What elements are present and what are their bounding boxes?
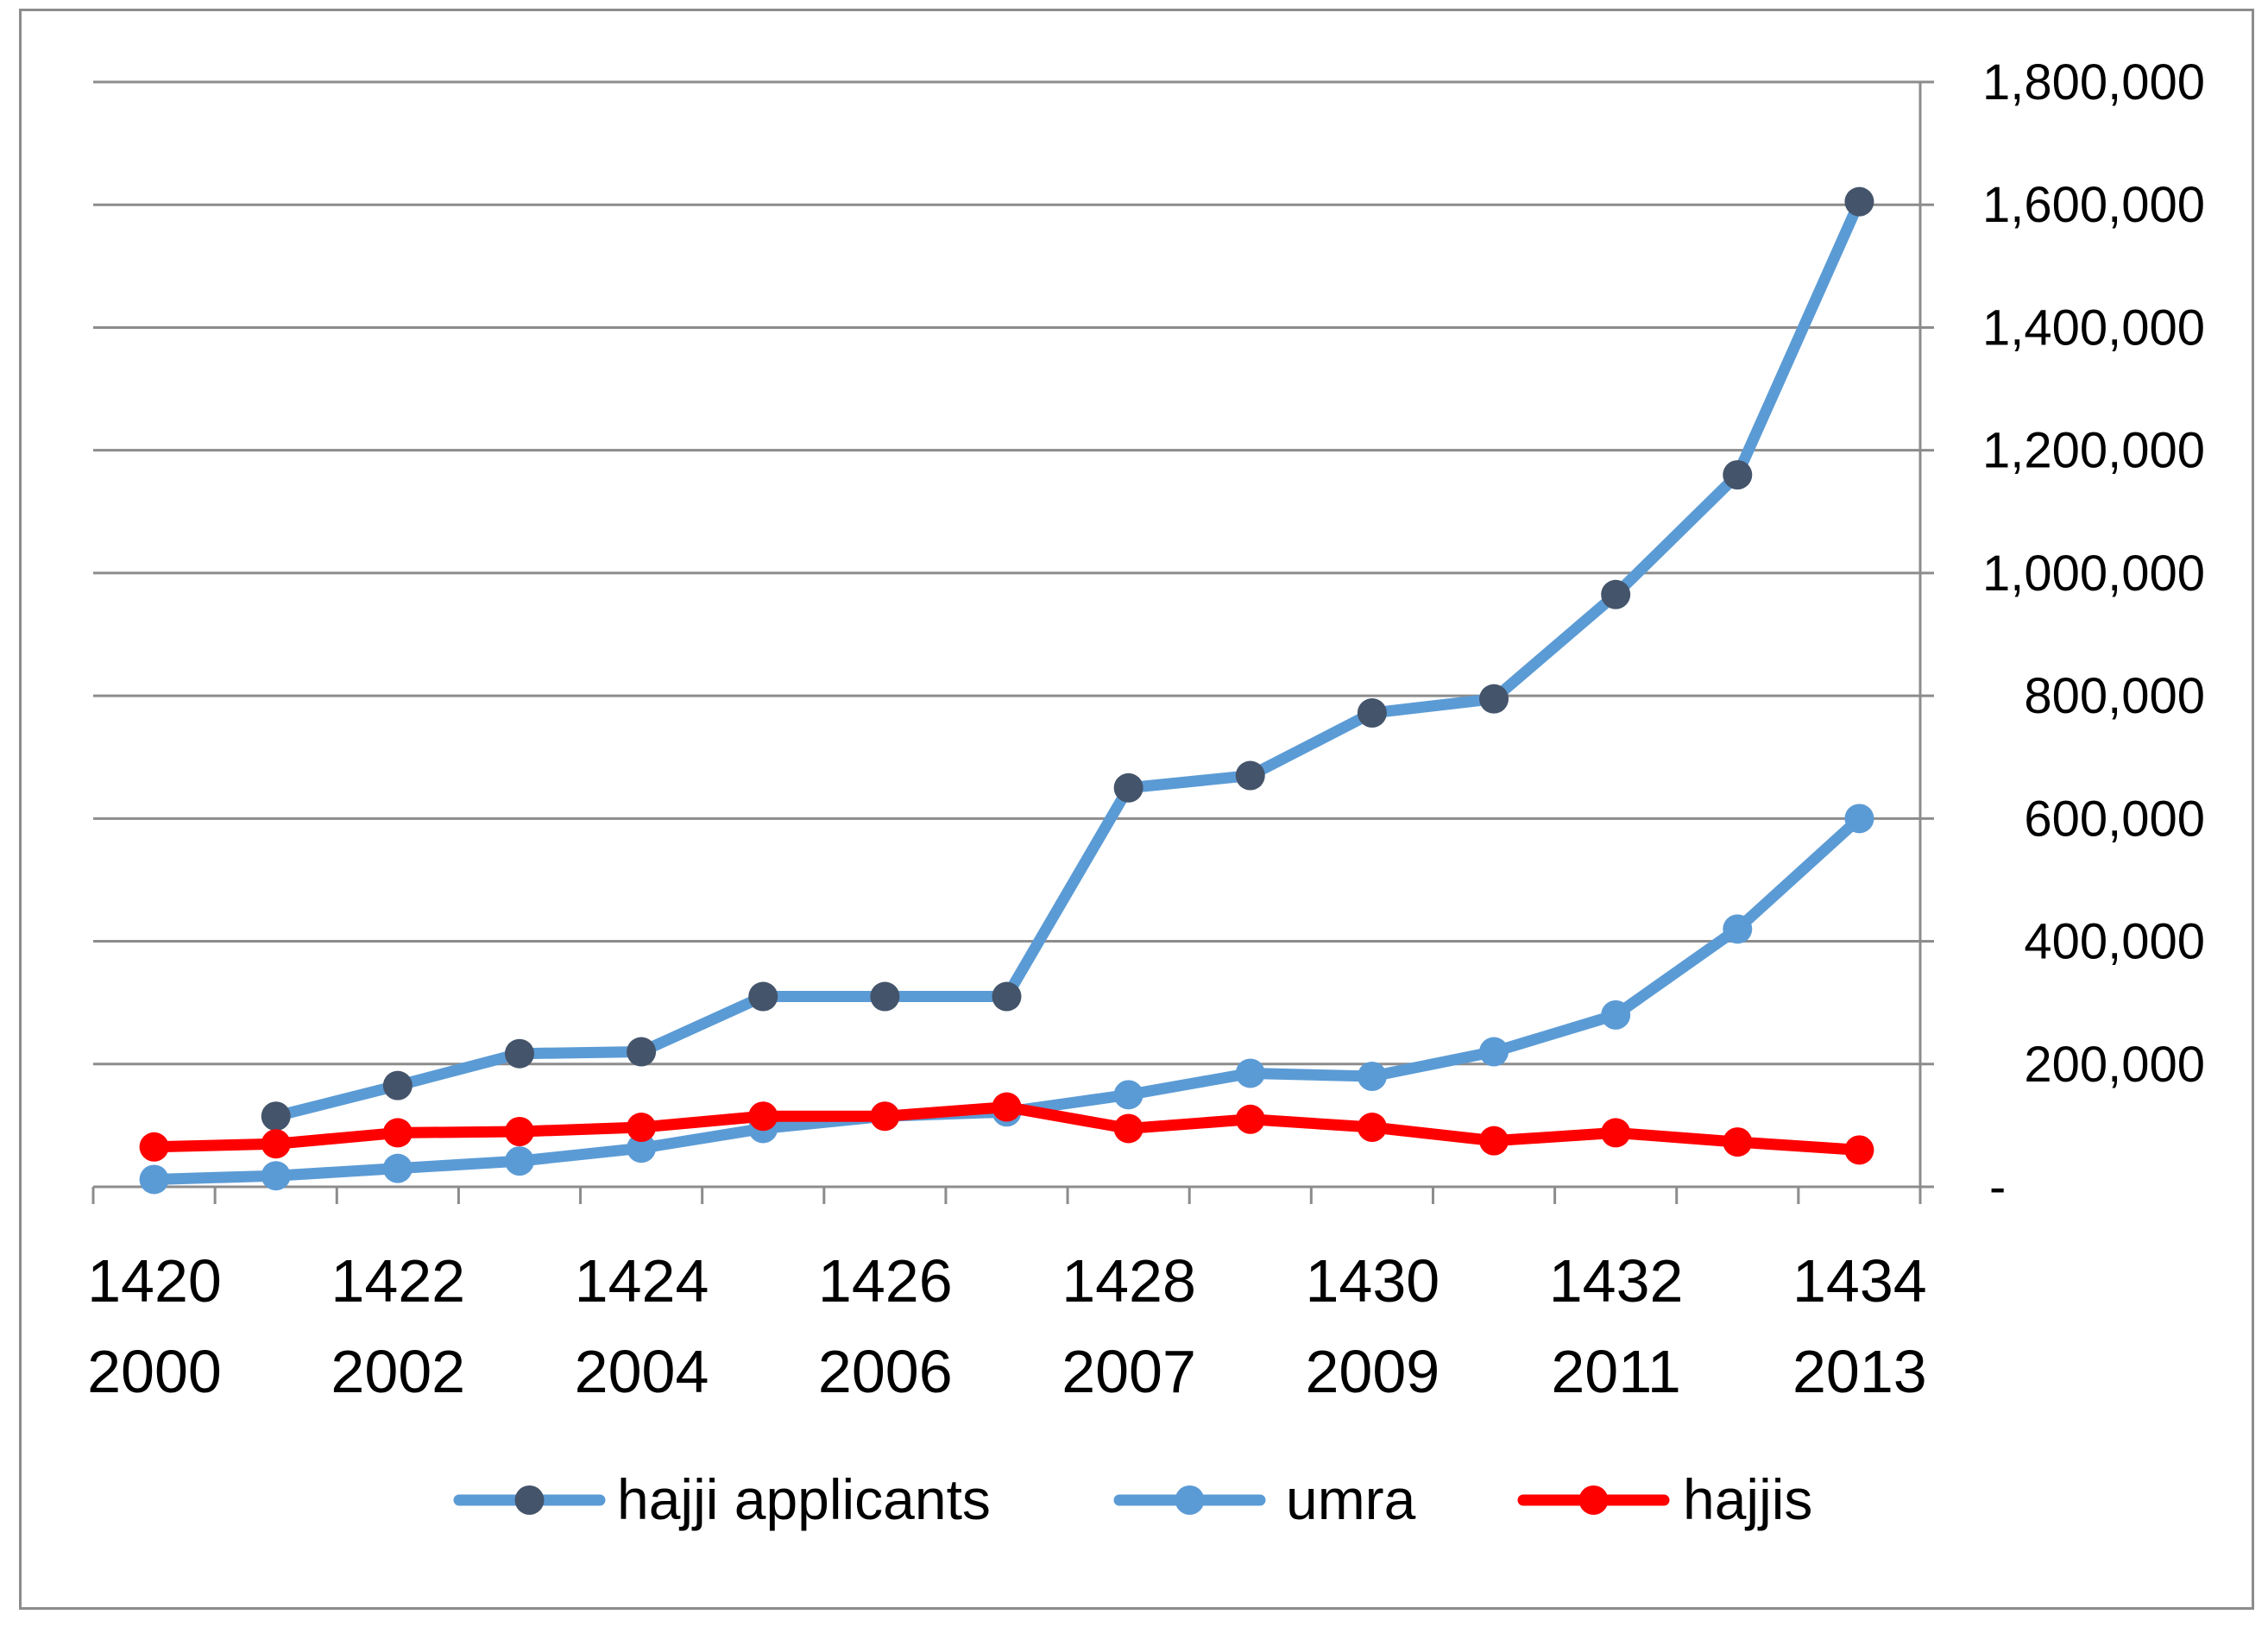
legend-item-hajji-applicants: hajji applicants xyxy=(453,1467,991,1531)
x-tick-label-gregorian: 2013 xyxy=(1792,1338,1927,1405)
legend-label: umra xyxy=(1286,1467,1416,1531)
y-tick-label: 1,400,000 xyxy=(1982,300,2205,356)
data-point-umra xyxy=(1723,914,1753,944)
chart-frame xyxy=(19,9,2254,1610)
data-point-umra xyxy=(504,1146,534,1176)
data-point-hajji-applicants xyxy=(870,981,900,1012)
data-point-hajji-applicants xyxy=(748,981,778,1012)
x-tick-label-hijri: 1422 xyxy=(331,1247,465,1315)
data-point-hajji-applicants xyxy=(261,1101,291,1132)
x-tick-label-gregorian: 2000 xyxy=(87,1338,222,1405)
data-point-umra xyxy=(261,1161,291,1191)
y-tick-label: 1,800,000 xyxy=(1982,54,2205,110)
data-point-hajji-applicants xyxy=(1357,698,1387,728)
legend-label: hajji applicants xyxy=(617,1467,991,1531)
axes xyxy=(91,80,1934,1204)
x-axis-tick-labels: 1420 2000 1422 2002 1424 2004 1426 2006 1428 2007… xyxy=(87,1247,1927,1405)
y-tick-label: 800,000 xyxy=(2024,668,2205,724)
data-point-hajjis xyxy=(1357,1113,1387,1143)
data-point-umra xyxy=(382,1153,413,1183)
data-point-hajji-applicants xyxy=(627,1037,657,1067)
series-line-hajji-applicants xyxy=(270,196,1865,1122)
data-point-umra xyxy=(1844,804,1874,834)
data-point-hajjis xyxy=(1601,1118,1631,1148)
series-hajji-applicants xyxy=(261,186,1874,1132)
data-point-hajji-applicants xyxy=(1601,579,1631,609)
legend: hajji applicants umra hajjis xyxy=(453,1467,1812,1531)
series-layer xyxy=(139,186,1874,1195)
data-point-umra xyxy=(1601,1000,1631,1030)
x-tick-label-hijri: 1426 xyxy=(818,1247,953,1315)
data-point-hajji-applicants xyxy=(504,1038,534,1069)
x-tick-label-gregorian: 2009 xyxy=(1305,1338,1440,1405)
data-point-hajjis xyxy=(748,1101,778,1132)
data-point-hajjis xyxy=(1235,1104,1265,1134)
series-hajjis xyxy=(139,1092,1874,1165)
x-tick-label-gregorian: 2004 xyxy=(575,1338,709,1405)
y-tick-label: 400,000 xyxy=(2024,914,2205,970)
data-point-hajjis xyxy=(382,1118,413,1148)
y-tick-label: 1,600,000 xyxy=(1982,177,2205,233)
x-tick-label-hijri: 1424 xyxy=(575,1247,709,1315)
y-tick-label: 1,200,000 xyxy=(1982,423,2205,479)
x-tick-label-hijri: 1434 xyxy=(1792,1247,1927,1315)
legend-item-umra: umra xyxy=(1113,1467,1416,1531)
data-point-hajjis xyxy=(1844,1135,1874,1165)
y-tick-label: 600,000 xyxy=(2024,791,2205,847)
data-point-hajjis xyxy=(870,1101,900,1132)
legend-swatch-marker xyxy=(1175,1485,1205,1515)
data-point-umra xyxy=(139,1164,169,1195)
x-tick-label-hijri: 1420 xyxy=(87,1247,222,1315)
x-tick-label-hijri: 1428 xyxy=(1062,1247,1196,1315)
data-point-hajjis xyxy=(504,1117,534,1146)
data-point-hajji-applicants xyxy=(992,981,1022,1012)
data-point-hajjis xyxy=(139,1132,169,1162)
y-tick-label: 1,000,000 xyxy=(1982,545,2205,602)
data-point-hajjis xyxy=(1723,1127,1753,1157)
data-point-hajji-applicants xyxy=(1113,773,1143,803)
data-point-umra xyxy=(1479,1037,1509,1067)
x-tick-label-gregorian: 2007 xyxy=(1062,1338,1196,1405)
data-point-umra xyxy=(1357,1062,1387,1091)
x-tick-label-hijri: 1432 xyxy=(1549,1247,1684,1315)
data-point-hajji-applicants xyxy=(382,1070,413,1100)
data-point-hajjis xyxy=(1113,1113,1143,1144)
data-point-hajjis xyxy=(992,1092,1022,1122)
data-point-hajjis xyxy=(1479,1126,1509,1156)
y-axis-tick-labels: - 200,000 400,000 600,000 800,000 1,000,000 1,… xyxy=(1982,54,2205,1215)
data-point-hajji-applicants xyxy=(1844,186,1874,217)
x-tick-label-gregorian: 2002 xyxy=(331,1338,465,1405)
data-point-hajjis xyxy=(261,1129,291,1159)
data-point-umra xyxy=(1113,1080,1143,1110)
y-tick-label: - xyxy=(1989,1159,2006,1215)
data-point-umra xyxy=(1235,1058,1265,1088)
legend-label: hajjis xyxy=(1683,1467,1812,1531)
y-tick-label: 200,000 xyxy=(2024,1037,2205,1093)
data-point-hajji-applicants xyxy=(1235,760,1265,791)
x-tick-label-hijri: 1430 xyxy=(1305,1247,1440,1315)
x-tick-label-gregorian: 2006 xyxy=(818,1338,953,1405)
data-point-hajji-applicants xyxy=(1723,460,1753,490)
legend-swatch-marker xyxy=(1578,1485,1609,1515)
gridlines xyxy=(93,80,1920,1066)
data-point-hajji-applicants xyxy=(1479,684,1509,714)
x-tick-label-gregorian: 2011 xyxy=(1551,1338,1681,1405)
data-point-hajjis xyxy=(627,1113,657,1143)
data-point-umra xyxy=(627,1133,657,1163)
legend-item-hajjis: hajjis xyxy=(1517,1467,1812,1531)
legend-swatch-marker xyxy=(514,1485,545,1515)
